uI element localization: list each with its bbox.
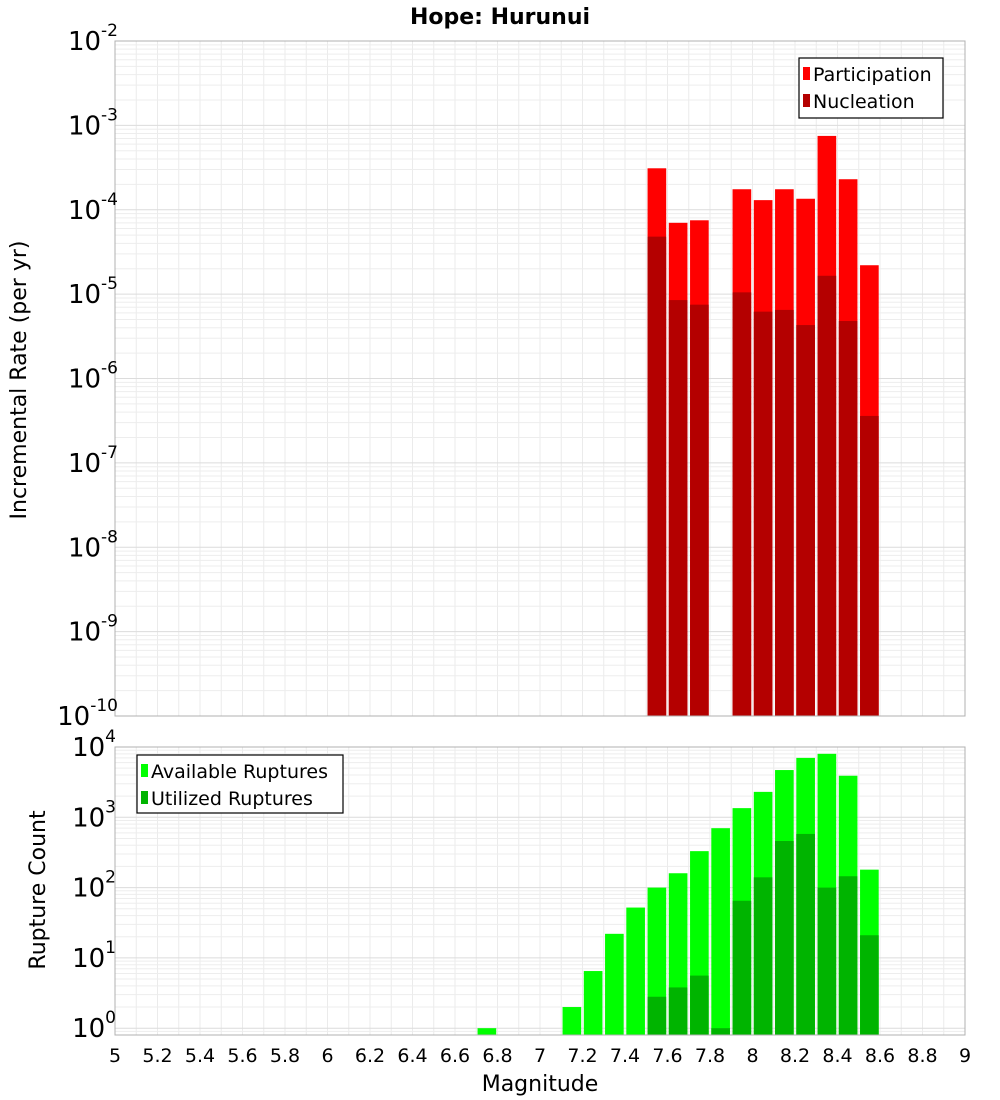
legend: Participation Nucleation [798, 57, 944, 119]
x-tick-label: 7.4 [610, 1045, 640, 1067]
x-tick-label: 6 [321, 1045, 333, 1067]
bar [668, 987, 688, 1035]
top-y-axis-label: Incremental Rate (per yr) [7, 241, 32, 520]
y-tick-label: 103 [72, 797, 116, 833]
x-tick-label: 8.6 [865, 1045, 895, 1067]
bar [668, 300, 688, 716]
bar [732, 292, 752, 716]
bar [732, 900, 752, 1035]
x-tick-label: 5 [109, 1045, 121, 1067]
x-axis-label: Magnitude [482, 1072, 599, 1097]
bar [690, 304, 709, 716]
bar [860, 935, 879, 1035]
y-tick-label: 101 [72, 938, 116, 974]
bar [775, 309, 794, 716]
x-tick-label: 7.2 [567, 1045, 597, 1067]
bar [562, 1007, 582, 1035]
x-tick-label: 7 [534, 1045, 546, 1067]
x-tick-label: 9 [959, 1045, 971, 1067]
y-tick-label: 10-8 [68, 527, 118, 563]
bar [796, 325, 815, 716]
y-tick-label: 102 [72, 868, 116, 904]
bar [753, 877, 773, 1035]
legend-swatch [141, 764, 148, 777]
bar [626, 907, 645, 1035]
chart-title: Hope: Hurunui [410, 5, 590, 30]
y-tick-label: 10-3 [68, 105, 118, 141]
bar [796, 833, 815, 1035]
x-tick-label: 8 [746, 1045, 758, 1067]
top-panel-rate: 10-2 10-3 10-4 10-5 10-6 10-7 10-8 10-9 10-10 Par… [57, 21, 966, 732]
bar [817, 887, 837, 1035]
x-tick-label: 7.8 [695, 1045, 725, 1067]
x-tick-label: 5.8 [270, 1045, 300, 1067]
x-tick-label: 6.6 [440, 1045, 470, 1067]
legend: Available Ruptures Utilized Ruptures [136, 754, 344, 814]
bottom-y-axis-label: Rupture Count [26, 810, 51, 970]
bar [647, 996, 667, 1035]
grid [114, 41, 966, 717]
bar [583, 971, 603, 1035]
x-tick-label: 5.6 [227, 1045, 257, 1067]
bar [605, 933, 624, 1035]
x-tick-label: 8.4 [822, 1045, 852, 1067]
x-tick-label: 7.6 [652, 1045, 682, 1067]
x-tick-label: 8.8 [907, 1045, 937, 1067]
series-utilized-ruptures [647, 833, 879, 1035]
bar [775, 841, 794, 1035]
plot-frame [114, 40, 966, 717]
legend-label: Participation [813, 64, 932, 86]
legend-swatch [803, 94, 810, 107]
bar [753, 311, 773, 716]
y-tick-label: 10-5 [68, 274, 118, 310]
bar [690, 975, 709, 1035]
y-tick-label: 10-2 [68, 21, 118, 57]
y-tick-label: 10-6 [68, 359, 118, 395]
series-nucleation [647, 236, 879, 716]
x-tick-label: 6.2 [355, 1045, 385, 1067]
bar [711, 828, 730, 1035]
plot-frame [114, 746, 966, 1036]
legend-label: Utilized Ruptures [151, 788, 313, 810]
legend-swatch [803, 67, 810, 80]
y-tick-label: 104 [72, 727, 116, 763]
y-tick-label: 10-4 [68, 190, 118, 226]
bar [817, 275, 837, 716]
y-tick-label: 10-7 [68, 443, 118, 479]
bar [860, 415, 879, 716]
bar [647, 236, 667, 716]
y-tick-label: 10-9 [68, 612, 118, 648]
x-tick-label: 5.2 [142, 1045, 172, 1067]
legend-box [136, 754, 344, 814]
x-tick-label: 5.4 [185, 1045, 215, 1067]
legend-box [798, 57, 944, 119]
bar [838, 321, 858, 716]
legend-swatch [141, 791, 148, 804]
legend-label: Nucleation [813, 91, 915, 113]
x-tick-label: 6.8 [482, 1045, 512, 1067]
bar [711, 1028, 730, 1035]
x-tick-label: 6.4 [397, 1045, 427, 1067]
bar [838, 876, 858, 1035]
y-tick-label: 10-10 [57, 696, 118, 732]
bar [477, 1028, 497, 1035]
x-tick-label: 8.2 [780, 1045, 810, 1067]
legend-label: Available Ruptures [151, 761, 328, 783]
y-tick-label: 100 [72, 1008, 116, 1044]
